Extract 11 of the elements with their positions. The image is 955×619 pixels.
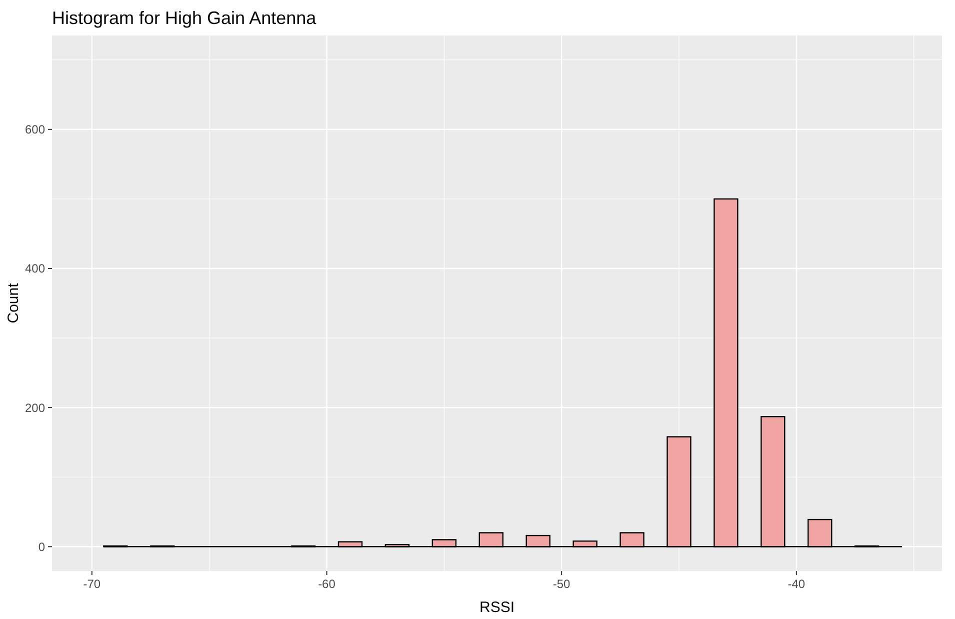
- y-tick-label: 200: [24, 400, 46, 415]
- x-tick-label: -40: [788, 577, 806, 591]
- y-tick-label: 600: [24, 122, 46, 137]
- y-axis-title: Count: [5, 282, 22, 324]
- x-tick-label: -50: [552, 577, 571, 591]
- x-axis-title: RSSI: [479, 599, 515, 616]
- chart-title: Histogram for High Gain Antenna: [52, 8, 318, 28]
- y-tick-label: 400: [24, 262, 46, 276]
- y-tick-label: 0: [38, 540, 46, 554]
- x-tick-label: -70: [83, 577, 101, 591]
- x-tick-label: -60: [318, 577, 336, 591]
